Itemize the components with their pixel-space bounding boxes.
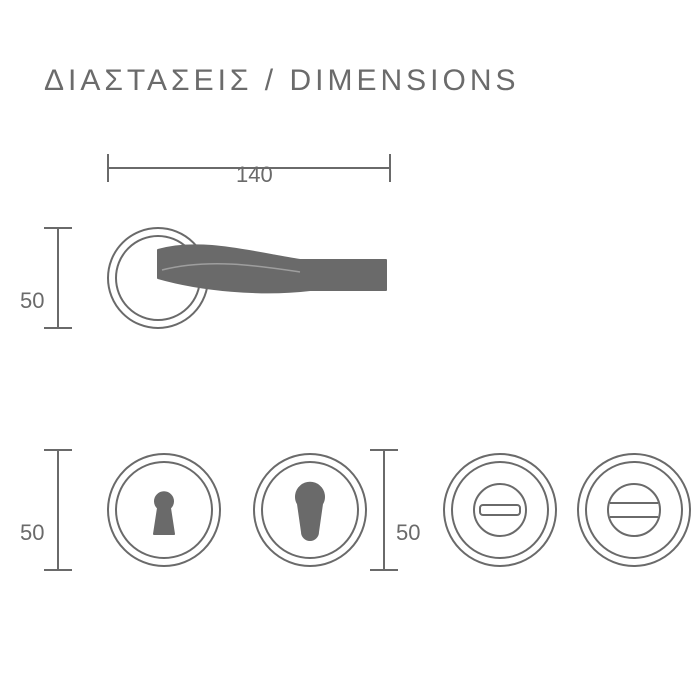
keyhole-icon — [154, 492, 174, 534]
thumbturn-slot — [480, 505, 520, 515]
euro-cylinder-icon — [296, 483, 324, 540]
technical-drawing — [0, 0, 700, 700]
dimensions-diagram: { "title": { "text": "ΔΙΑΣΤΑΣΕΙΣ / DIMEN… — [0, 0, 700, 700]
door-handle-lever — [158, 245, 386, 292]
